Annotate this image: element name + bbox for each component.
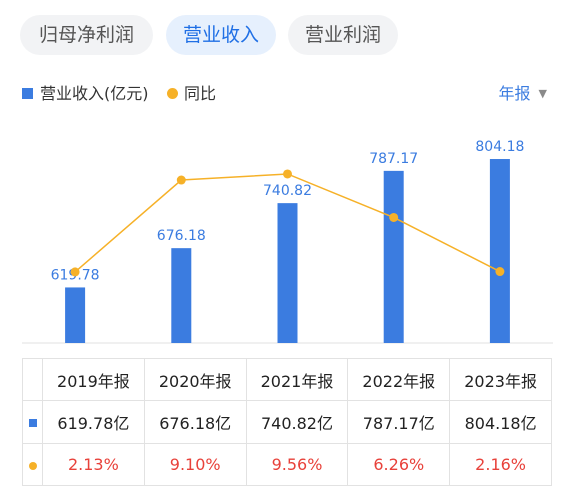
yoy-point: [176, 175, 186, 185]
bar: [489, 159, 510, 343]
table-cell: 619.78亿: [42, 400, 145, 444]
tab-revenue[interactable]: 营业收入: [166, 15, 276, 55]
table-cell: 2.16%: [449, 442, 552, 487]
table-row-yoy: 2.13% 9.10% 9.56% 6.26% 2.16%: [22, 442, 552, 487]
table-header-row: 2019年报 2020年报 2021年报 2022年报 2023年报: [22, 357, 552, 402]
table-cell: 9.10%: [143, 442, 247, 487]
legend-bar-swatch: [22, 88, 33, 99]
yoy-marker-cell: [22, 442, 43, 487]
table-cell: 6.26%: [347, 442, 451, 487]
table-header-cell: 2021年报: [245, 357, 349, 402]
bar: [383, 170, 404, 343]
table-cell: 804.18亿: [449, 400, 552, 444]
revenue-marker-cell: [22, 400, 43, 444]
legend-line-label: 同比: [184, 84, 217, 103]
table-header-cell: 2020年报: [143, 357, 247, 402]
table-cell: 740.82亿: [245, 400, 349, 444]
tab-net-profit[interactable]: 归母净利润: [20, 15, 153, 55]
period-selector[interactable]: 年报 ▼: [499, 83, 547, 105]
bar-value-label: 740.82: [263, 183, 312, 199]
bar-value-label: 676.18: [157, 228, 206, 244]
table-cell: 9.56%: [245, 442, 349, 487]
bar: [65, 287, 86, 343]
yoy-point: [495, 267, 505, 277]
bar-value-label: 804.18: [475, 139, 524, 155]
table-row-revenue: 619.78亿 676.18亿 740.82亿 787.17亿 804.18亿: [22, 400, 552, 444]
chevron-down-icon: ▼: [538, 87, 547, 100]
table-header-cell: 2019年报: [42, 357, 145, 402]
period-selector-value: 年报: [498, 84, 531, 103]
revenue-marker-icon: [28, 419, 37, 428]
table-cell: 2.13%: [42, 442, 145, 487]
tab-operating-profit[interactable]: 营业利润: [288, 15, 398, 55]
table-header-cell: 2022年报: [347, 357, 451, 402]
legend-line-swatch: [167, 88, 178, 99]
data-table: 2019年报 2020年报 2021年报 2022年报 2023年报 619.7…: [22, 357, 552, 487]
legend-bar-label: 营业收入(亿元): [40, 84, 149, 103]
yoy-point: [389, 212, 399, 222]
bar-value-label: 787.17: [369, 151, 418, 167]
table-corner-cell: [22, 357, 43, 402]
bar: [277, 203, 298, 343]
yoy-point: [283, 169, 292, 179]
table-header-cell: 2023年报: [449, 357, 552, 402]
yoy-marker-icon: [28, 461, 37, 470]
bar: [171, 248, 192, 343]
yoy-point: [70, 267, 80, 277]
table-cell: 676.18亿: [143, 400, 247, 444]
table-cell: 787.17亿: [347, 400, 451, 444]
